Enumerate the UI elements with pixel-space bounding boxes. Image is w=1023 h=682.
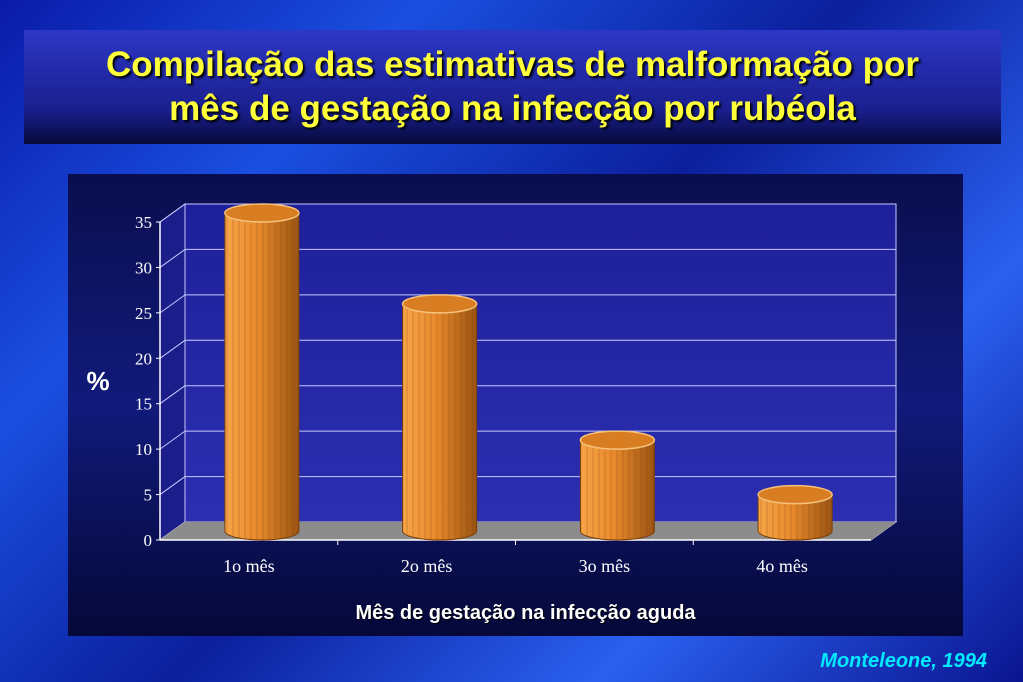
gridline-depth [159, 430, 186, 450]
gridline-depth [159, 294, 186, 314]
slide-title: Compilação das estimativas de malformaçã… [106, 43, 919, 131]
bar-top [757, 484, 833, 505]
gridline-depth [159, 249, 186, 268]
y-tick-label: 15 [135, 395, 152, 414]
left-wall [159, 203, 186, 541]
x-tick-label: 2o mês [401, 556, 453, 576]
y-tick-label: 0 [144, 531, 153, 550]
bar-top [401, 294, 478, 314]
gridline-depth [159, 203, 186, 223]
bar-2 [401, 294, 478, 541]
bar-4 [757, 484, 833, 541]
bar-ribs [758, 494, 833, 540]
bar-ribs [224, 213, 299, 540]
y-tick-label: 10 [135, 440, 152, 459]
y-tick-label: 35 [135, 213, 152, 232]
y-axis-title: % [86, 366, 109, 396]
bar-1 [224, 203, 300, 541]
bar-chart: 0 5 10 15 20 25 30 35 1o mês 2o mês 3o mês 4o mês Mê… [86, 203, 898, 624]
bar-ribs [402, 303, 477, 540]
bar-ribs [580, 440, 655, 540]
bar-top [224, 203, 300, 223]
x-tick-label: 3o mês [579, 556, 631, 576]
title-box: Compilação das estimativas de malformaçã… [24, 30, 1001, 144]
citation: Monteleone, 1994 [820, 650, 987, 672]
bar-3 [579, 430, 656, 541]
back-wall [184, 203, 897, 523]
y-tick-label: 30 [135, 258, 152, 277]
gridline-depth [159, 476, 186, 495]
y-tick-label: 20 [135, 349, 152, 368]
slide-title-line-1: Compilação das estimativas de malformaçã… [105, 45, 920, 84]
gridline-depth [159, 385, 186, 405]
gridline-depth [159, 339, 186, 359]
x-axis-title: Mês de gestação na infecção aguda [355, 602, 696, 624]
bar-top [579, 430, 656, 450]
x-tick-label: 4o mês [756, 556, 808, 576]
y-tick-label: 25 [135, 304, 152, 323]
floor-top [160, 522, 896, 540]
y-tick-label: 5 [144, 486, 153, 505]
x-tick-label: 1o mês [223, 556, 275, 576]
chart-panel: 0 5 10 15 20 25 30 35 1o mês 2o mês 3o mês 4o mês Mê… [68, 174, 963, 636]
slide-title-line-2: mês de gestação na infecção por rubéola [169, 89, 856, 128]
